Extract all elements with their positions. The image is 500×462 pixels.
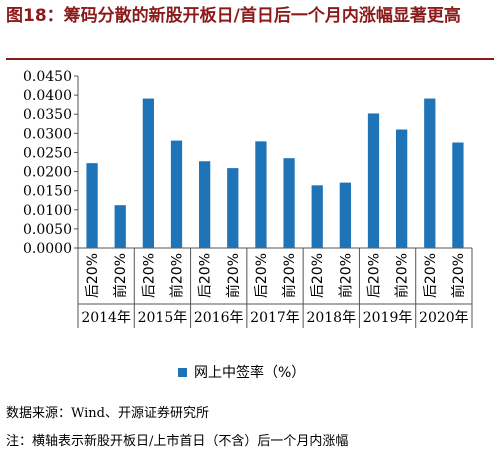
x-group-label: 2015年 (138, 310, 188, 326)
chart-title: 图18：筹码分散的新股开板日/首日后一个月内涨幅显著更高 (6, 6, 461, 26)
bar-10 (339, 182, 351, 248)
title-divider (6, 58, 494, 60)
x-category-label: 后20% (85, 253, 101, 298)
x-category-label: 后20% (198, 253, 214, 298)
bar-13 (424, 98, 436, 248)
x-group-label: 2016年 (194, 310, 244, 326)
bar-9 (311, 185, 323, 248)
legend-swatch (178, 368, 187, 377)
x-category-label: 后20% (141, 253, 157, 298)
x-category-label: 前20% (169, 253, 186, 298)
bar-11 (367, 113, 380, 248)
x-category-label: 后20% (254, 253, 270, 298)
bar-3 (142, 98, 154, 248)
bar-5 (199, 161, 211, 248)
y-tick-label: 0.0100 (23, 203, 72, 219)
x-category-label: 前20% (112, 253, 129, 298)
x-category-label: 前20% (337, 253, 354, 298)
legend-label: 网上中签率（%） (194, 364, 305, 381)
x-category-label: 前20% (394, 253, 411, 298)
y-tick-label: 0.0200 (23, 165, 72, 181)
bar-1 (86, 163, 98, 248)
x-group-label: 2020年 (419, 310, 469, 326)
y-tick-label: 0.0250 (23, 145, 72, 161)
bar-4 (170, 140, 183, 248)
bar-12 (396, 129, 408, 248)
bar-chart: 0.0000 0.0050 0.0100 0.0150 0.0200 0.0250 0.03… (23, 69, 473, 381)
y-tick-label: 0.0450 (23, 69, 72, 85)
y-tick-label: 0.0350 (23, 107, 72, 123)
y-tick-label: 0.0000 (23, 241, 72, 257)
x-category-label: 前20% (450, 253, 467, 298)
bar-2 (114, 205, 126, 248)
bar-7 (255, 141, 267, 248)
y-tick-label: 0.0150 (23, 184, 72, 200)
x-category-label: 后20% (310, 253, 326, 298)
x-category-label: 后20% (423, 253, 439, 298)
x-group-label: 2014年 (81, 310, 131, 326)
data-source: 数据来源：Wind、开源证券研究所 (6, 406, 209, 421)
bar-8 (283, 158, 295, 248)
y-tick-label: 0.0050 (23, 222, 72, 238)
x-category-label: 后20% (367, 253, 383, 298)
bar-14 (452, 142, 464, 248)
footnote: 注：横轴表示新股开板日/上市首日（不含）后一个月内涨幅 (6, 434, 349, 449)
bar-6 (227, 168, 239, 248)
x-group-label: 2017年 (250, 310, 300, 326)
x-group-label: 2019年 (363, 310, 413, 326)
y-tick-label: 0.0400 (23, 88, 72, 104)
y-tick-label: 0.0300 (23, 126, 72, 142)
x-group-label: 2018年 (306, 310, 356, 326)
x-category-label: 前20% (281, 253, 298, 298)
x-category-label: 前20% (225, 253, 242, 298)
